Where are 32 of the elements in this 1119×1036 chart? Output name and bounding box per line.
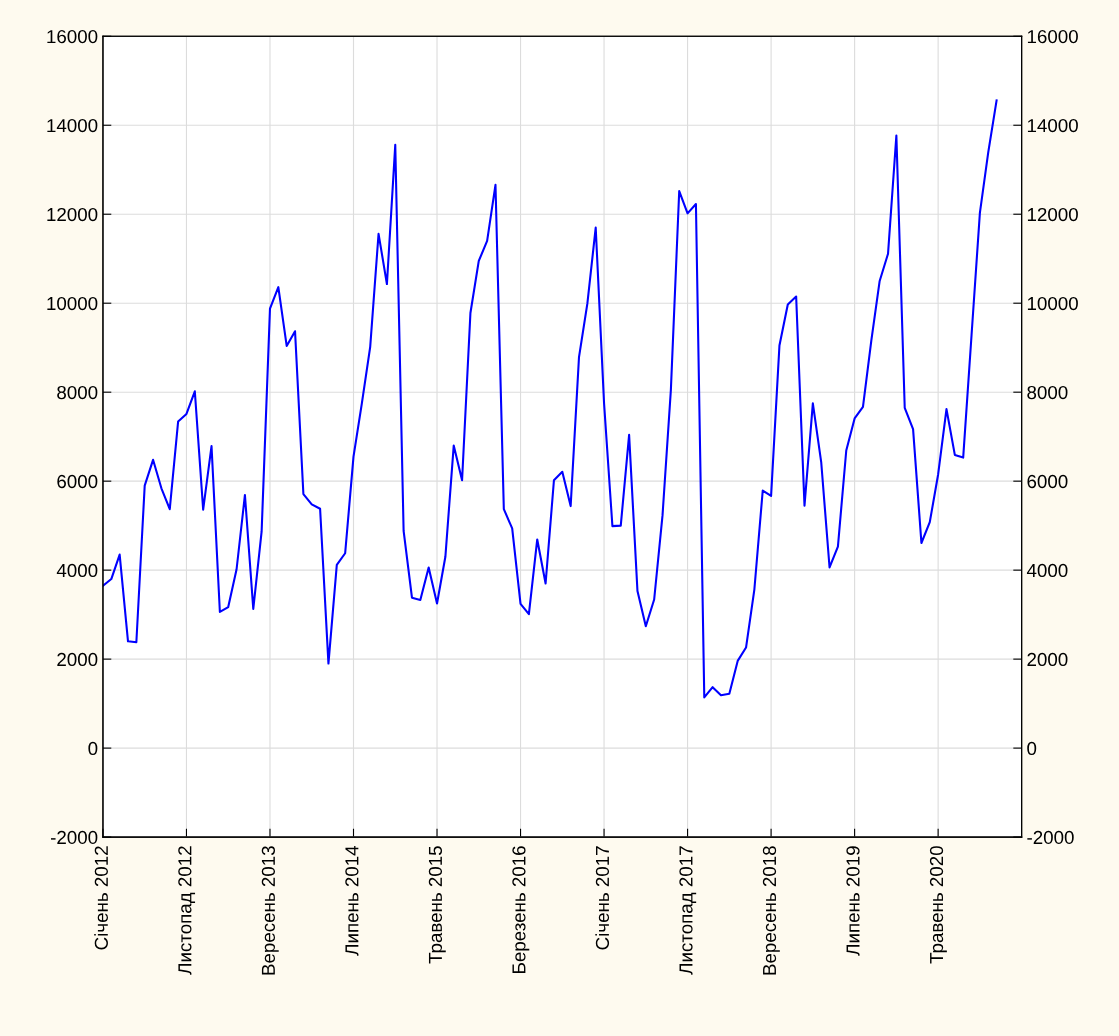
y2-tick-label: 6000 [1027,474,1068,489]
x-tick-label: Вересень 2013 [261,846,279,975]
y-tick-label: 4000 [56,563,98,578]
y-tick-label: 8000 [57,385,98,400]
x-tick-label: Березень 2016 [512,846,530,973]
x-tick-label: Січень 2017 [595,846,610,950]
x-tick-label: Листопад 2017 [679,846,697,975]
y2-tick-label: 10000 [1027,296,1078,311]
y-tick-label: 14000 [47,118,98,133]
x-tick-label: Липень 2014 [345,845,359,956]
x-tick-label: Січень 2012 [94,846,108,950]
x-tick-label: Травень 2020 [929,846,947,964]
y-tick-label: 12000 [47,207,98,222]
y2-tick-label: 14000 [1027,118,1078,133]
line-series [102,99,998,699]
y2-tick-label: 16000 [1027,29,1078,44]
y-tick-label: 0 [88,741,98,756]
x-tick-label: Травень 2015 [428,846,446,964]
y2-tick-label: 8000 [1027,385,1068,400]
y2-tick-label: -2000 [1027,830,1074,845]
y-tick-label: 16000 [47,29,98,44]
y-tick-label: -2000 [50,830,98,845]
y-tick-label: 2000 [57,652,98,667]
y2-tick-label: 4000 [1026,563,1068,578]
y2-tick-label: 0 [1027,741,1037,756]
x-tick-label: Липень 2019 [846,846,860,956]
y-tick-label: 6000 [57,474,98,489]
x-tick-label: Вересень 2018 [762,846,780,975]
y-tick-label: 10000 [47,296,98,311]
x-tick-label: Листопад 2012 [178,846,196,975]
y2-tick-label: 12000 [1027,207,1078,222]
y2-tick-label: 2000 [1027,652,1068,667]
